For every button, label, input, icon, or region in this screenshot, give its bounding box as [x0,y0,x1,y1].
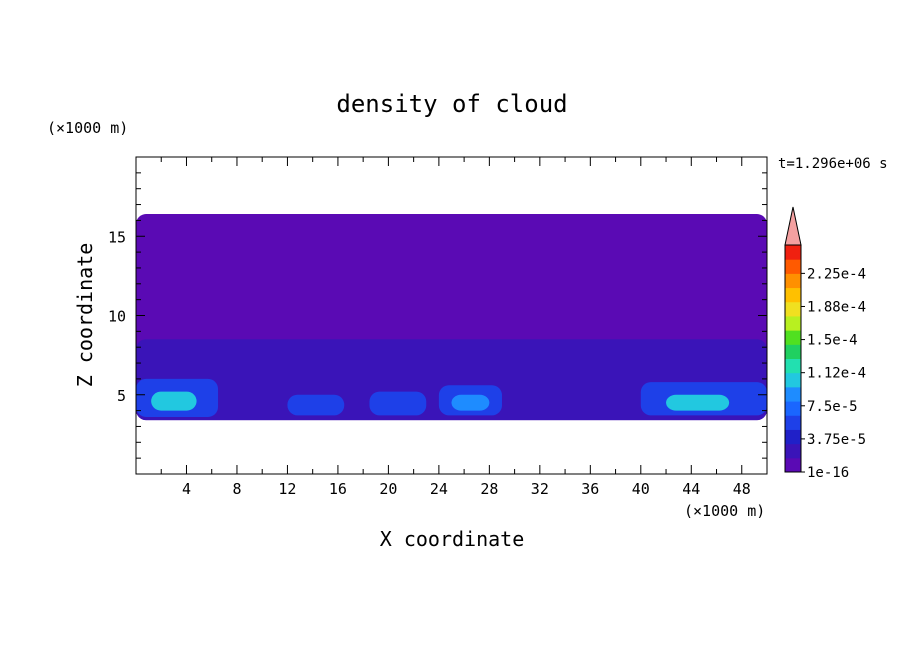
density-region-7 [451,394,490,411]
x-tick-label-2: 12 [278,480,296,498]
colorbar-extend-arrow [784,206,802,246]
colorbar-label-6: 2.25e-4 [807,266,866,282]
y-tick-label-2: 15 [108,228,126,246]
colorbar-band-5 [785,386,801,402]
x-tick-label-5: 24 [430,480,448,498]
colorbar-band-9 [785,330,801,345]
x-tick-label-0: 4 [182,480,191,498]
x-tick-label-4: 20 [379,480,397,498]
contour-field [136,214,767,421]
x-tick-label-9: 40 [632,480,650,498]
colorbar-band-13 [785,273,801,289]
y-axis-label: Z coordinate [73,243,97,388]
y-tick-label-1: 10 [108,308,126,326]
colorbar-band-3 [785,415,801,430]
chart-title: density of cloud [336,90,567,118]
x-unit-label: (×1000 m) [684,502,765,520]
x-tick-label-8: 36 [581,480,599,498]
time-label: t=1.296e+06 s [778,156,888,172]
colorbar-band-12 [785,287,801,303]
colorbar-band-2 [785,429,801,445]
colorbar-band-4 [785,401,801,416]
colorbar-band-1 [785,443,801,459]
y-tick-label-0: 5 [117,387,126,405]
colorbar-band-11 [785,301,801,317]
colorbar-label-1: 3.75e-5 [807,432,866,448]
x-tick-label-3: 16 [329,480,347,498]
x-tick-label-10: 44 [682,480,700,498]
x-axis-label: X coordinate [380,527,525,551]
colorbar-band-7 [785,358,801,374]
x-tick-label-11: 48 [733,480,751,498]
colorbar-label-3: 1.12e-4 [807,366,866,382]
y-unit-label: (×1000 m) [47,119,128,137]
colorbar-band-0 [785,457,801,473]
colorbar-band-6 [785,372,801,388]
x-tick-label-6: 28 [480,480,498,498]
colorbar-band-14 [785,259,801,274]
colorbar-label-5: 1.88e-4 [807,299,866,315]
density-region-4 [287,394,345,416]
density-region-3 [151,391,197,411]
colorbar-band-15 [785,245,801,260]
density-region-5 [369,391,427,416]
x-tick-label-1: 8 [232,480,241,498]
colorbar-label-2: 7.5e-5 [807,399,858,415]
density-region-9 [666,394,730,411]
colorbar-band-10 [785,315,801,331]
colorbar: 1e-16 3.75e-5 7.5e-5 1.12e-4 1.5e-4 1.88e-4 2.… [784,206,866,481]
colorbar-band-8 [785,344,801,359]
colorbar-label-4: 1.5e-4 [807,333,858,349]
colorbar-label-0: 1e-16 [807,465,849,481]
x-tick-label-7: 32 [531,480,549,498]
